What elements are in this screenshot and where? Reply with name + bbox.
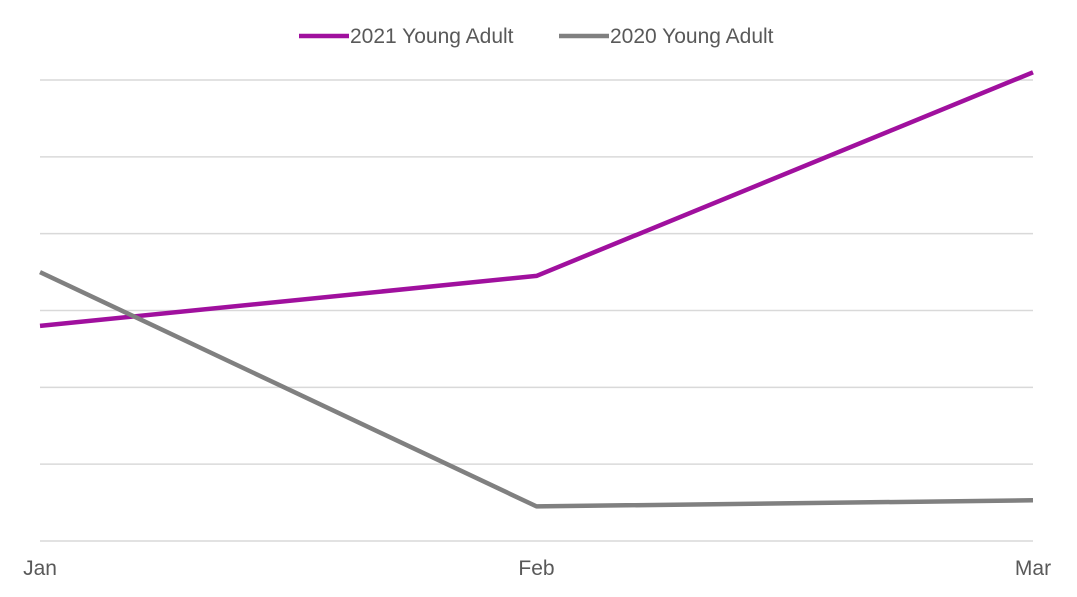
legend-label: 2020 Young Adult xyxy=(610,25,774,48)
x-tick-label: Mar xyxy=(1015,557,1051,580)
series-line-2020-young-adult xyxy=(39,270,1034,509)
x-axis: Jan Feb Mar xyxy=(23,557,1051,580)
legend-label: 2021 Young Adult xyxy=(350,25,514,48)
series-line-2021-young-adult xyxy=(39,70,1034,329)
x-tick-label: Jan xyxy=(23,557,57,580)
x-tick-label: Feb xyxy=(518,557,554,580)
chart-legend: 2021 Young Adult 2020 Young Adult xyxy=(299,25,774,48)
series-layer xyxy=(39,70,1034,509)
